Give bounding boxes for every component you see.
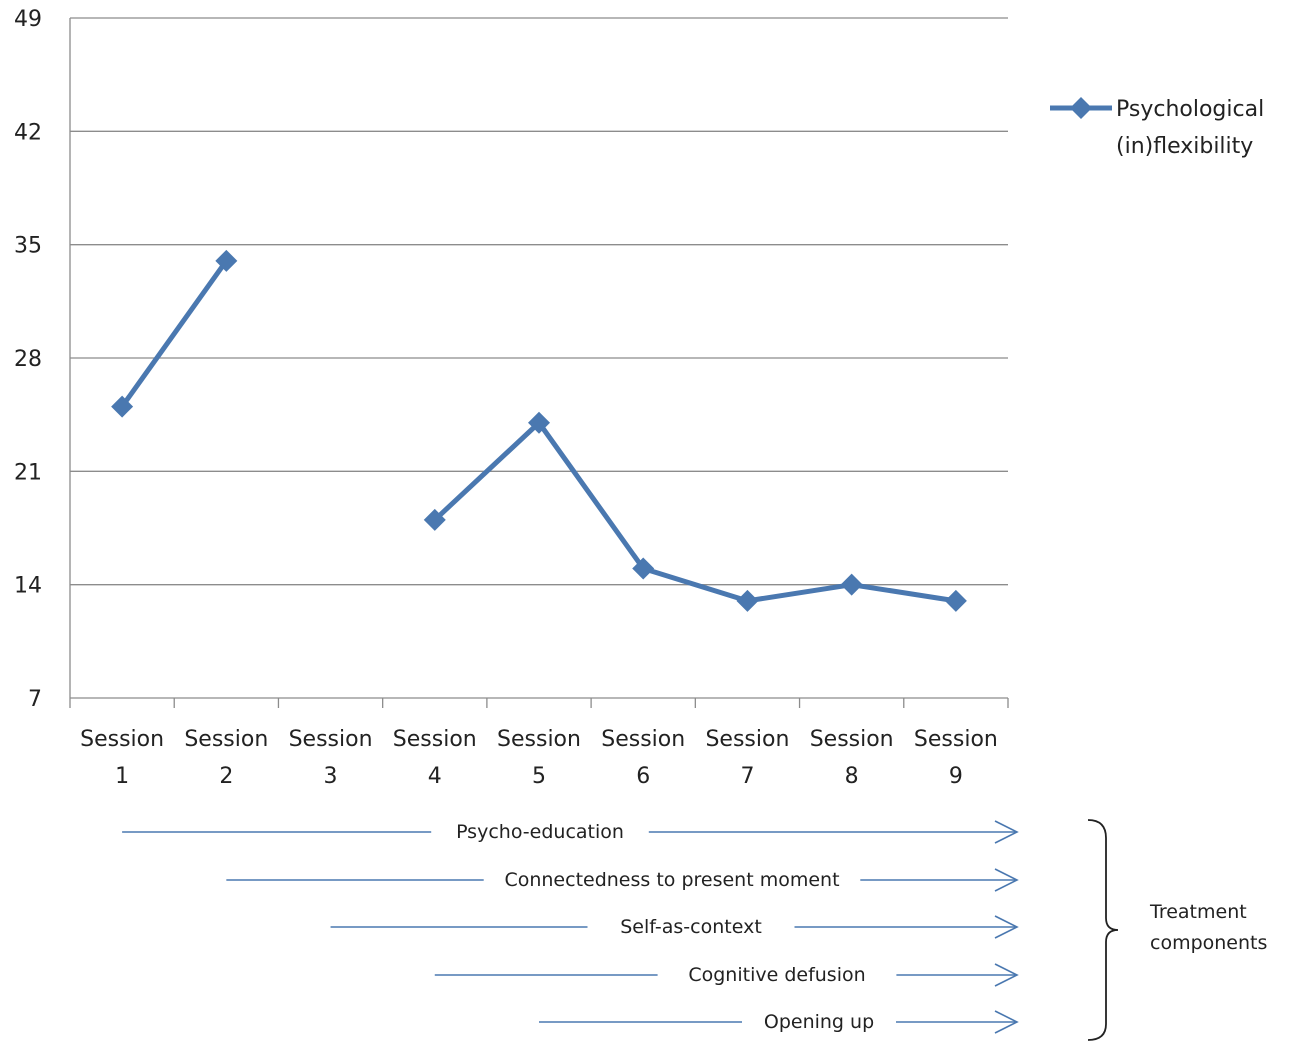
y-axis-ticks: 7 14 21 28 35 42 49 <box>14 7 42 712</box>
y-tick-label: 28 <box>14 347 42 372</box>
data-point <box>215 249 238 272</box>
series-line <box>433 420 957 604</box>
treatment-component-label: Opening up <box>764 1011 874 1033</box>
treatment-arrow-head <box>994 1010 1019 1034</box>
treatment-component-label: Self-as-context <box>620 916 762 938</box>
data-point <box>632 557 655 580</box>
data-point <box>944 589 967 612</box>
x-axis: Session 1 Session 2 Session 3 Session 4 Session 5… <box>69 18 1009 789</box>
y-tick-label: 7 <box>28 687 42 712</box>
data-point <box>736 589 759 612</box>
data-point <box>423 508 446 531</box>
series-line <box>120 259 229 409</box>
treatment-component-label: Cognitive defusion <box>688 964 865 986</box>
treatment-arrow-head <box>994 820 1019 844</box>
x-tick-label: Session 9 <box>914 727 998 789</box>
y-tick-label: 14 <box>14 574 42 599</box>
legend-marker <box>1070 97 1092 119</box>
brace <box>1087 819 1119 1041</box>
treatment-components: Psycho-education Connectedness to present… <box>122 819 1267 1041</box>
y-tick-label: 42 <box>14 120 42 145</box>
x-tick-label: Session 6 <box>601 727 685 789</box>
series-psychological-inflexibility <box>111 249 967 612</box>
legend-label: Psychological (in)flexibility <box>1116 97 1264 159</box>
data-point <box>528 411 550 434</box>
x-tick-label: Session 8 <box>810 727 894 789</box>
x-tick-label: Session 5 <box>497 727 581 789</box>
y-tick-label: 35 <box>14 234 42 259</box>
y-tick-label: 49 <box>14 7 42 32</box>
treatment-arrow-head <box>994 915 1019 939</box>
treatment-component-label: Connectedness to present moment <box>504 869 839 891</box>
data-point <box>111 395 134 418</box>
treatment-arrow-head <box>994 963 1019 987</box>
data-point <box>840 573 863 596</box>
x-tick-label: Session 3 <box>289 727 373 789</box>
x-tick-label: Session 7 <box>705 727 789 789</box>
x-tick-label: Session 4 <box>393 727 477 789</box>
y-tick-label: 21 <box>14 460 42 485</box>
treatment-component-label: Psycho-education <box>456 821 624 843</box>
x-tick-label: Session 2 <box>184 727 268 789</box>
x-tick-label: Session 1 <box>80 727 164 789</box>
legend: Psychological (in)flexibility <box>1050 97 1264 159</box>
treatment-arrow-head <box>994 868 1019 892</box>
treatment-components-label: Treatment components <box>1149 901 1267 954</box>
gridlines <box>70 17 1008 586</box>
